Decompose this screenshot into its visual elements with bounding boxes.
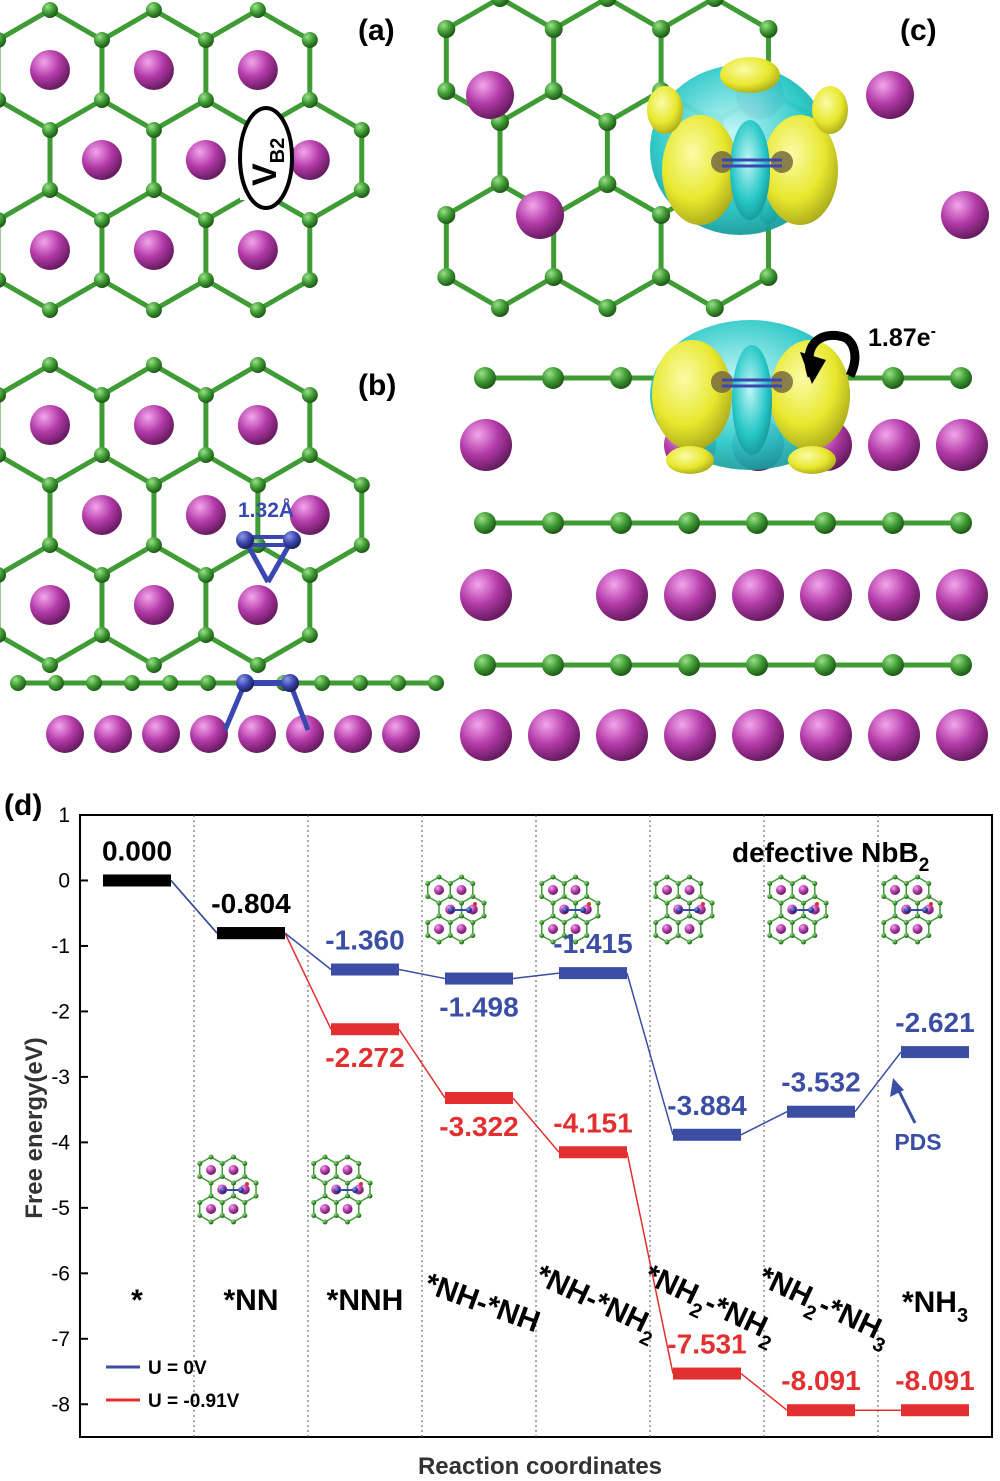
y-tick-label: -8	[51, 1393, 70, 1416]
energy-level-bar	[673, 1128, 741, 1141]
structure-inset	[425, 874, 487, 945]
energy-level-bar	[787, 1105, 855, 1118]
data-value-label: -1.360	[325, 925, 404, 956]
data-value-label: -3.884	[667, 1090, 747, 1121]
data-value-label: -8.091	[781, 1365, 860, 1396]
vacancy-marker: VB2	[238, 106, 294, 210]
data-value-label: -7.531	[667, 1329, 746, 1360]
value-labels: 0.000 -0.804 -1.360 -1.498 -1.415 -3.884 -3.53…	[102, 835, 975, 1396]
panel-b-adsorption-structure	[0, 357, 444, 753]
y-tick-label: -6	[51, 1262, 70, 1285]
series-connector	[284, 932, 332, 1030]
category-label: *NNH	[327, 1284, 404, 1317]
chart-title: defective NbB2	[732, 837, 929, 876]
data-value-label: -3.532	[781, 1067, 860, 1098]
y-tick-label: -1	[51, 935, 70, 958]
series-connector	[398, 968, 446, 980]
series-connector	[398, 1028, 446, 1099]
vacancy-label: VB2	[246, 138, 289, 186]
structure-inset	[881, 874, 943, 945]
y-tick-label: -4	[51, 1131, 70, 1154]
legend-label-u0: U = 0V	[148, 1358, 207, 1379]
energy-level-bar	[445, 1091, 513, 1104]
energy-level-bar	[901, 1046, 969, 1059]
panel-a-top-view	[0, 2, 370, 318]
data-value-label: -0.804	[211, 888, 291, 919]
data-value-label: -1.498	[439, 992, 518, 1023]
panel-c-label: (c)	[900, 14, 937, 47]
category-label: *NH3	[902, 1286, 968, 1327]
energy-level-bar	[559, 1146, 627, 1159]
structure-inset	[539, 874, 601, 945]
energy-level-bar	[787, 1404, 855, 1417]
series-connector	[512, 1097, 560, 1153]
y-tick-label: -3	[51, 1066, 70, 1089]
structure-inset	[197, 1154, 259, 1225]
energy-level-bar	[217, 927, 285, 940]
y-axis: 1 0 -1 -2 -3 -4 -5 -6 -7 -8	[51, 804, 88, 1416]
energy-level-bar	[901, 1404, 969, 1417]
energy-level-bar	[331, 963, 399, 976]
legend-label-uneg: U = -0.91V	[148, 1391, 240, 1412]
y-axis-label: Free energy(eV)	[21, 1037, 48, 1218]
series-connector	[626, 1152, 674, 1374]
energy-level-bar	[673, 1367, 741, 1380]
structure-inset	[653, 874, 715, 945]
data-value-label: -8.091	[895, 1365, 974, 1396]
y-tick-label: 1	[58, 804, 70, 827]
energy-level-bar	[445, 972, 513, 985]
category-label: *NH2-*NH3	[750, 1260, 896, 1357]
category-label: *	[131, 1284, 143, 1317]
series-connector	[626, 972, 674, 1135]
panel-b-label: (b)	[358, 369, 396, 402]
y-tick-label: 0	[58, 869, 70, 892]
energy-level-bar	[559, 967, 627, 980]
pds-annotation: PDS	[890, 1078, 942, 1155]
series-connector	[284, 932, 332, 971]
series-connector	[740, 1111, 788, 1136]
y-tick-label: -2	[51, 1000, 70, 1023]
series-connectors	[170, 879, 902, 1411]
energy-level-bar	[103, 874, 171, 887]
structure-inset	[767, 874, 829, 945]
data-value-label: -3.322	[439, 1111, 518, 1142]
charge-transfer-annotation: 1.87e-	[800, 323, 936, 384]
series-connector	[512, 972, 560, 980]
pds-label: PDS	[894, 1129, 941, 1155]
panel-d-label: (d)	[4, 789, 42, 822]
category-labels: * *NN *NNH *NH-*NH*NH-*NH2*NH2-*NH2*NH2-*NH…	[131, 1258, 968, 1357]
data-value-label: 0.000	[102, 835, 172, 866]
series-connector	[170, 879, 218, 934]
data-value-label: -2.621	[895, 1007, 974, 1038]
legend: U = 0V U = -0.91V	[106, 1358, 240, 1412]
panel-c-charge-density-difference	[437, 0, 989, 761]
category-label: *NN	[223, 1284, 278, 1317]
x-axis-label: Reaction coordinates	[418, 1453, 662, 1480]
structure-inset	[311, 1154, 373, 1225]
panel-d-free-energy-diagram: 1 0 -1 -2 -3 -4 -5 -6 -7 -8 * *NN *NNH *NH-*NH*NH-*N…	[21, 804, 993, 1480]
y-tick-label: -5	[51, 1197, 70, 1220]
bond-length-label: 1.32Å	[238, 498, 294, 522]
energy-levels	[103, 874, 969, 1417]
structure-insets	[197, 874, 943, 1225]
category-label: *NH-*NH	[420, 1267, 544, 1339]
panel-a-label: (a)	[358, 14, 395, 47]
y-tick-label: -7	[51, 1328, 70, 1351]
charge-transfer-label: 1.87e-	[868, 323, 936, 352]
series-connector	[854, 1051, 902, 1113]
data-value-label: -1.415	[553, 928, 632, 959]
data-value-label: -4.151	[553, 1107, 632, 1138]
energy-level-bar	[331, 1023, 399, 1036]
category-label: *NH-*NH2	[527, 1259, 663, 1352]
data-value-label: -2.272	[325, 1042, 404, 1073]
series-connector	[740, 1372, 788, 1411]
